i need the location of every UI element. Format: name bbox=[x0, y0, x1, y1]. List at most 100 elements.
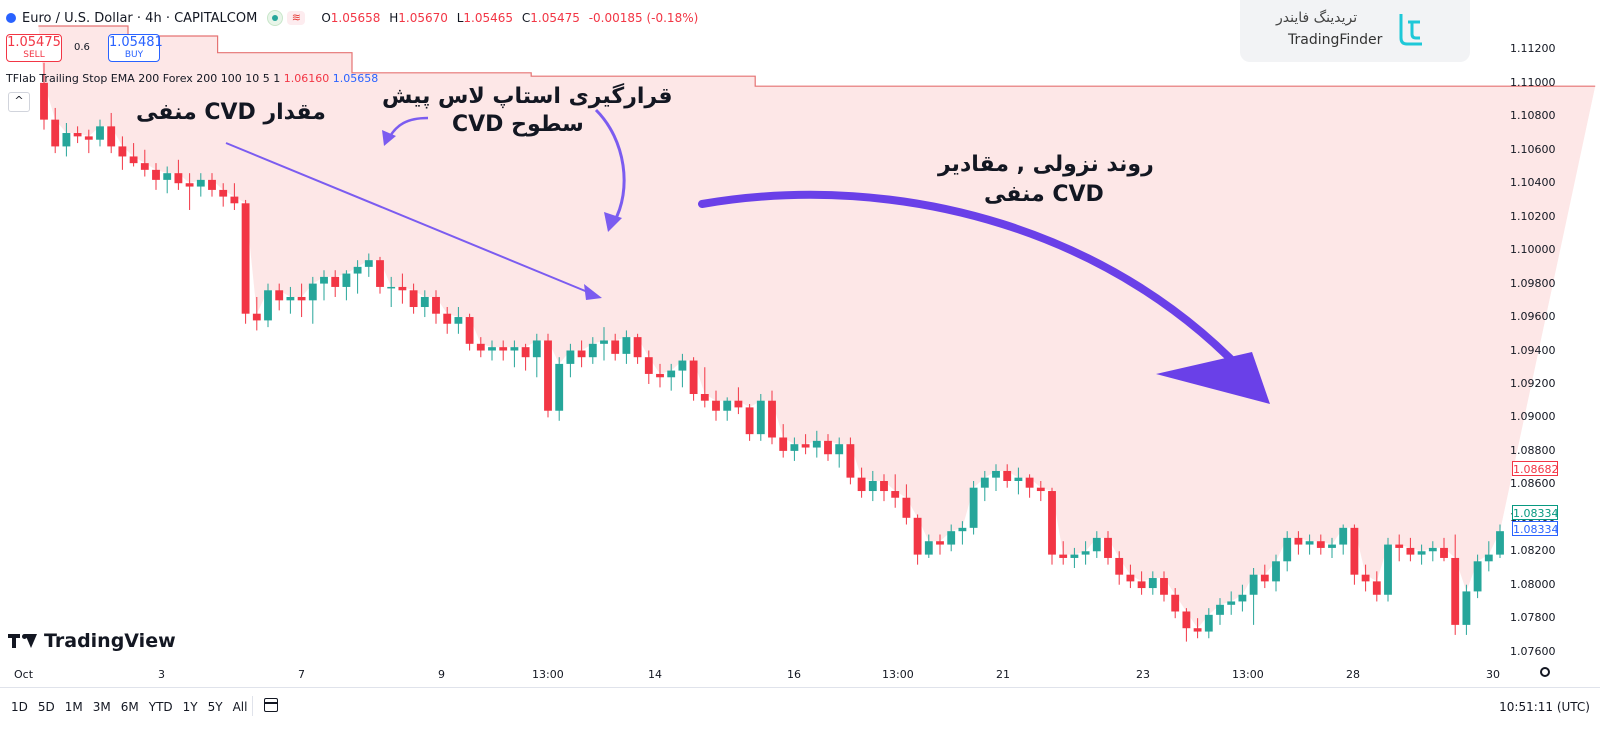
candle[interactable] bbox=[1428, 541, 1437, 562]
candle[interactable] bbox=[1350, 524, 1359, 585]
candle[interactable] bbox=[924, 534, 933, 558]
candle[interactable] bbox=[331, 270, 340, 297]
candle[interactable] bbox=[969, 480, 978, 535]
candle[interactable] bbox=[107, 112, 116, 154]
candle[interactable] bbox=[812, 430, 821, 458]
candle[interactable] bbox=[566, 343, 575, 378]
candle[interactable] bbox=[308, 276, 317, 324]
candle[interactable] bbox=[1204, 608, 1213, 639]
candle[interactable] bbox=[824, 434, 832, 461]
candle[interactable] bbox=[600, 327, 608, 361]
candle[interactable] bbox=[1260, 564, 1269, 589]
candle[interactable] bbox=[432, 290, 440, 324]
candle[interactable] bbox=[1316, 534, 1325, 555]
candle[interactable] bbox=[84, 129, 93, 154]
candle[interactable] bbox=[790, 437, 799, 461]
candle[interactable] bbox=[700, 367, 709, 408]
candle[interactable] bbox=[936, 534, 944, 555]
candle[interactable] bbox=[1003, 464, 1012, 488]
candle[interactable] bbox=[1328, 537, 1336, 558]
candle[interactable] bbox=[51, 107, 60, 154]
candle[interactable] bbox=[1372, 571, 1381, 602]
candle[interactable] bbox=[387, 276, 396, 308]
candle[interactable] bbox=[286, 286, 295, 314]
candle[interactable] bbox=[1014, 467, 1023, 495]
candle[interactable] bbox=[241, 199, 250, 324]
candle[interactable] bbox=[1484, 541, 1493, 572]
candle[interactable] bbox=[40, 62, 48, 130]
range-button[interactable]: 1M bbox=[64, 700, 83, 714]
candle[interactable] bbox=[196, 173, 205, 197]
candle[interactable] bbox=[902, 484, 911, 525]
candle[interactable] bbox=[880, 474, 888, 502]
candle[interactable] bbox=[745, 404, 754, 441]
candle[interactable] bbox=[1193, 618, 1202, 639]
candle[interactable] bbox=[1148, 571, 1157, 595]
range-button[interactable]: YTD bbox=[148, 700, 173, 714]
candle[interactable] bbox=[980, 470, 989, 502]
candle[interactable] bbox=[62, 122, 71, 157]
candle[interactable] bbox=[1417, 544, 1426, 565]
candle[interactable] bbox=[611, 333, 620, 361]
candle[interactable] bbox=[96, 119, 104, 147]
candle[interactable] bbox=[958, 521, 967, 545]
symbol-title[interactable]: Euro / U.S. Dollar · 4h · CAPITALCOM bbox=[22, 10, 258, 26]
candle[interactable] bbox=[208, 173, 216, 197]
market-open-icon[interactable] bbox=[267, 10, 284, 26]
candle[interactable] bbox=[521, 343, 530, 371]
candle[interactable] bbox=[342, 270, 351, 301]
candle[interactable] bbox=[1171, 588, 1180, 619]
range-button[interactable]: 5D bbox=[37, 700, 55, 714]
candle[interactable] bbox=[1440, 537, 1448, 562]
candle[interactable] bbox=[992, 464, 1000, 492]
candle[interactable] bbox=[1238, 584, 1247, 612]
indicator-legend[interactable]: TFlab Trailing Stop EMA 200 Forex 200 10… bbox=[6, 72, 378, 85]
candle[interactable] bbox=[320, 270, 328, 301]
candle[interactable] bbox=[1496, 524, 1504, 558]
candle[interactable] bbox=[510, 340, 519, 368]
candle[interactable] bbox=[118, 136, 127, 170]
candle[interactable] bbox=[667, 363, 676, 391]
candle[interactable] bbox=[891, 474, 900, 508]
candle[interactable] bbox=[1160, 571, 1168, 602]
range-button[interactable]: All bbox=[232, 700, 248, 714]
candle[interactable] bbox=[577, 340, 586, 368]
candle[interactable] bbox=[532, 333, 541, 378]
candle[interactable] bbox=[364, 253, 373, 277]
range-button[interactable]: 1D bbox=[11, 700, 28, 714]
candle[interactable] bbox=[1059, 541, 1068, 565]
candle[interactable] bbox=[846, 437, 855, 485]
candle[interactable] bbox=[801, 434, 810, 455]
candle[interactable] bbox=[1294, 531, 1303, 555]
candle[interactable] bbox=[1104, 531, 1112, 565]
range-button[interactable]: 3M bbox=[92, 700, 111, 714]
candle[interactable] bbox=[1048, 487, 1056, 565]
candle[interactable] bbox=[252, 296, 261, 331]
range-button[interactable]: 5Y bbox=[207, 700, 223, 714]
candle[interactable] bbox=[1182, 608, 1191, 642]
candle[interactable] bbox=[1406, 537, 1415, 562]
candle[interactable] bbox=[544, 333, 552, 418]
candle[interactable] bbox=[1339, 524, 1348, 555]
candle[interactable] bbox=[1473, 554, 1482, 599]
candle[interactable] bbox=[499, 340, 508, 361]
candle[interactable] bbox=[476, 337, 485, 358]
candle[interactable] bbox=[73, 126, 82, 144]
candle[interactable] bbox=[712, 390, 720, 421]
calendar-icon[interactable] bbox=[264, 698, 278, 712]
candle[interactable] bbox=[465, 313, 474, 351]
candle[interactable] bbox=[376, 256, 384, 294]
candle[interactable] bbox=[723, 397, 732, 421]
candle[interactable] bbox=[1216, 598, 1224, 625]
candle[interactable] bbox=[734, 387, 743, 415]
clock[interactable]: 10:51:11 (UTC) bbox=[1499, 700, 1590, 714]
candle[interactable] bbox=[1025, 474, 1034, 498]
candle[interactable] bbox=[644, 350, 653, 384]
candle[interactable] bbox=[163, 166, 172, 194]
candle[interactable] bbox=[555, 357, 564, 421]
candle[interactable] bbox=[1115, 551, 1124, 585]
candle[interactable] bbox=[868, 470, 877, 502]
candle[interactable] bbox=[588, 337, 597, 364]
candle[interactable] bbox=[779, 424, 788, 458]
